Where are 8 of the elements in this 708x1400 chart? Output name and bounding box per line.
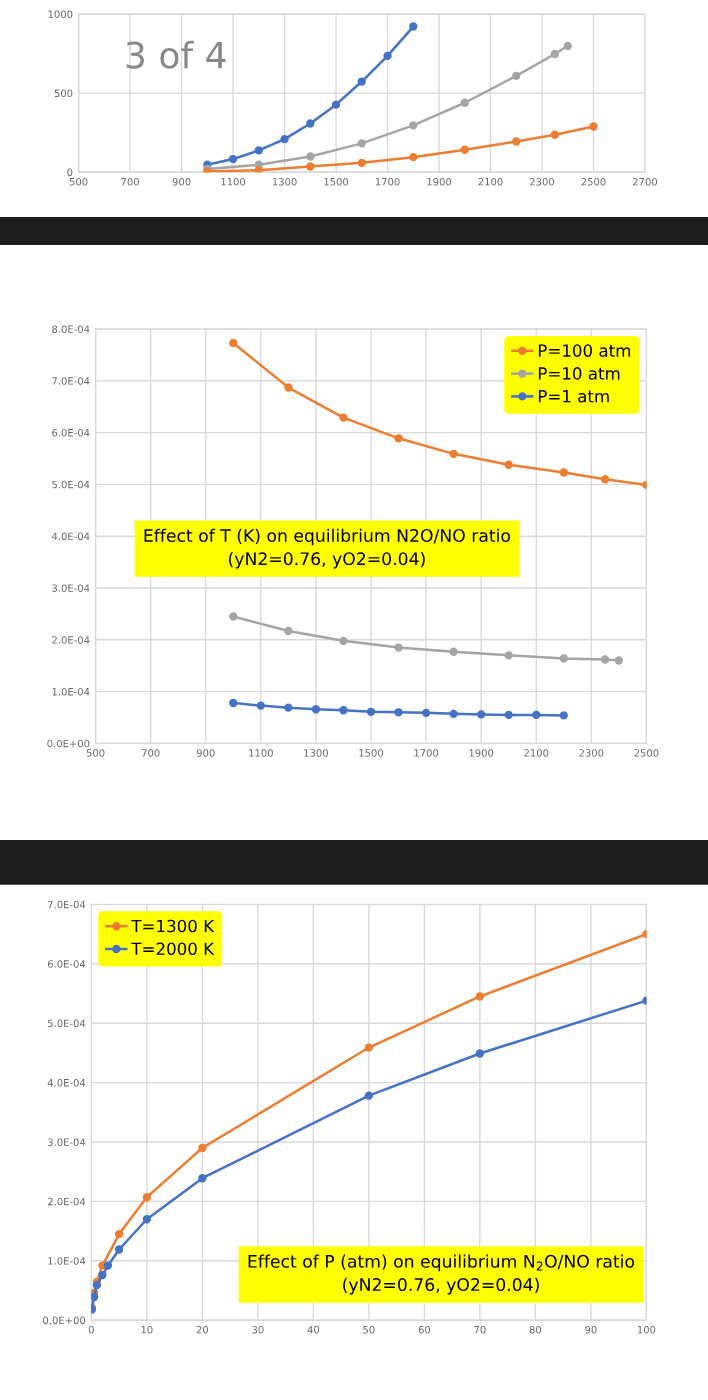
annotation: Effect of P (atm) on equilibrium N$_{2}$O/NO ratio (yN2=0.76, yO2=0.04) [248, 1254, 635, 1295]
legend-label: T=2000 K [131, 942, 215, 956]
legend-label: P=1 atm [538, 390, 609, 403]
annotation: Effect of T (K) on equilibrium N2O/NO ratio (yN2=0.76, yO2=0.04) [144, 528, 511, 569]
legend-label: P=10 atm [538, 367, 620, 380]
legend-label: T=1300 K [131, 919, 215, 933]
legend-label: P=100 atm [538, 344, 630, 357]
annotation: 3 of 4 [126, 40, 226, 69]
